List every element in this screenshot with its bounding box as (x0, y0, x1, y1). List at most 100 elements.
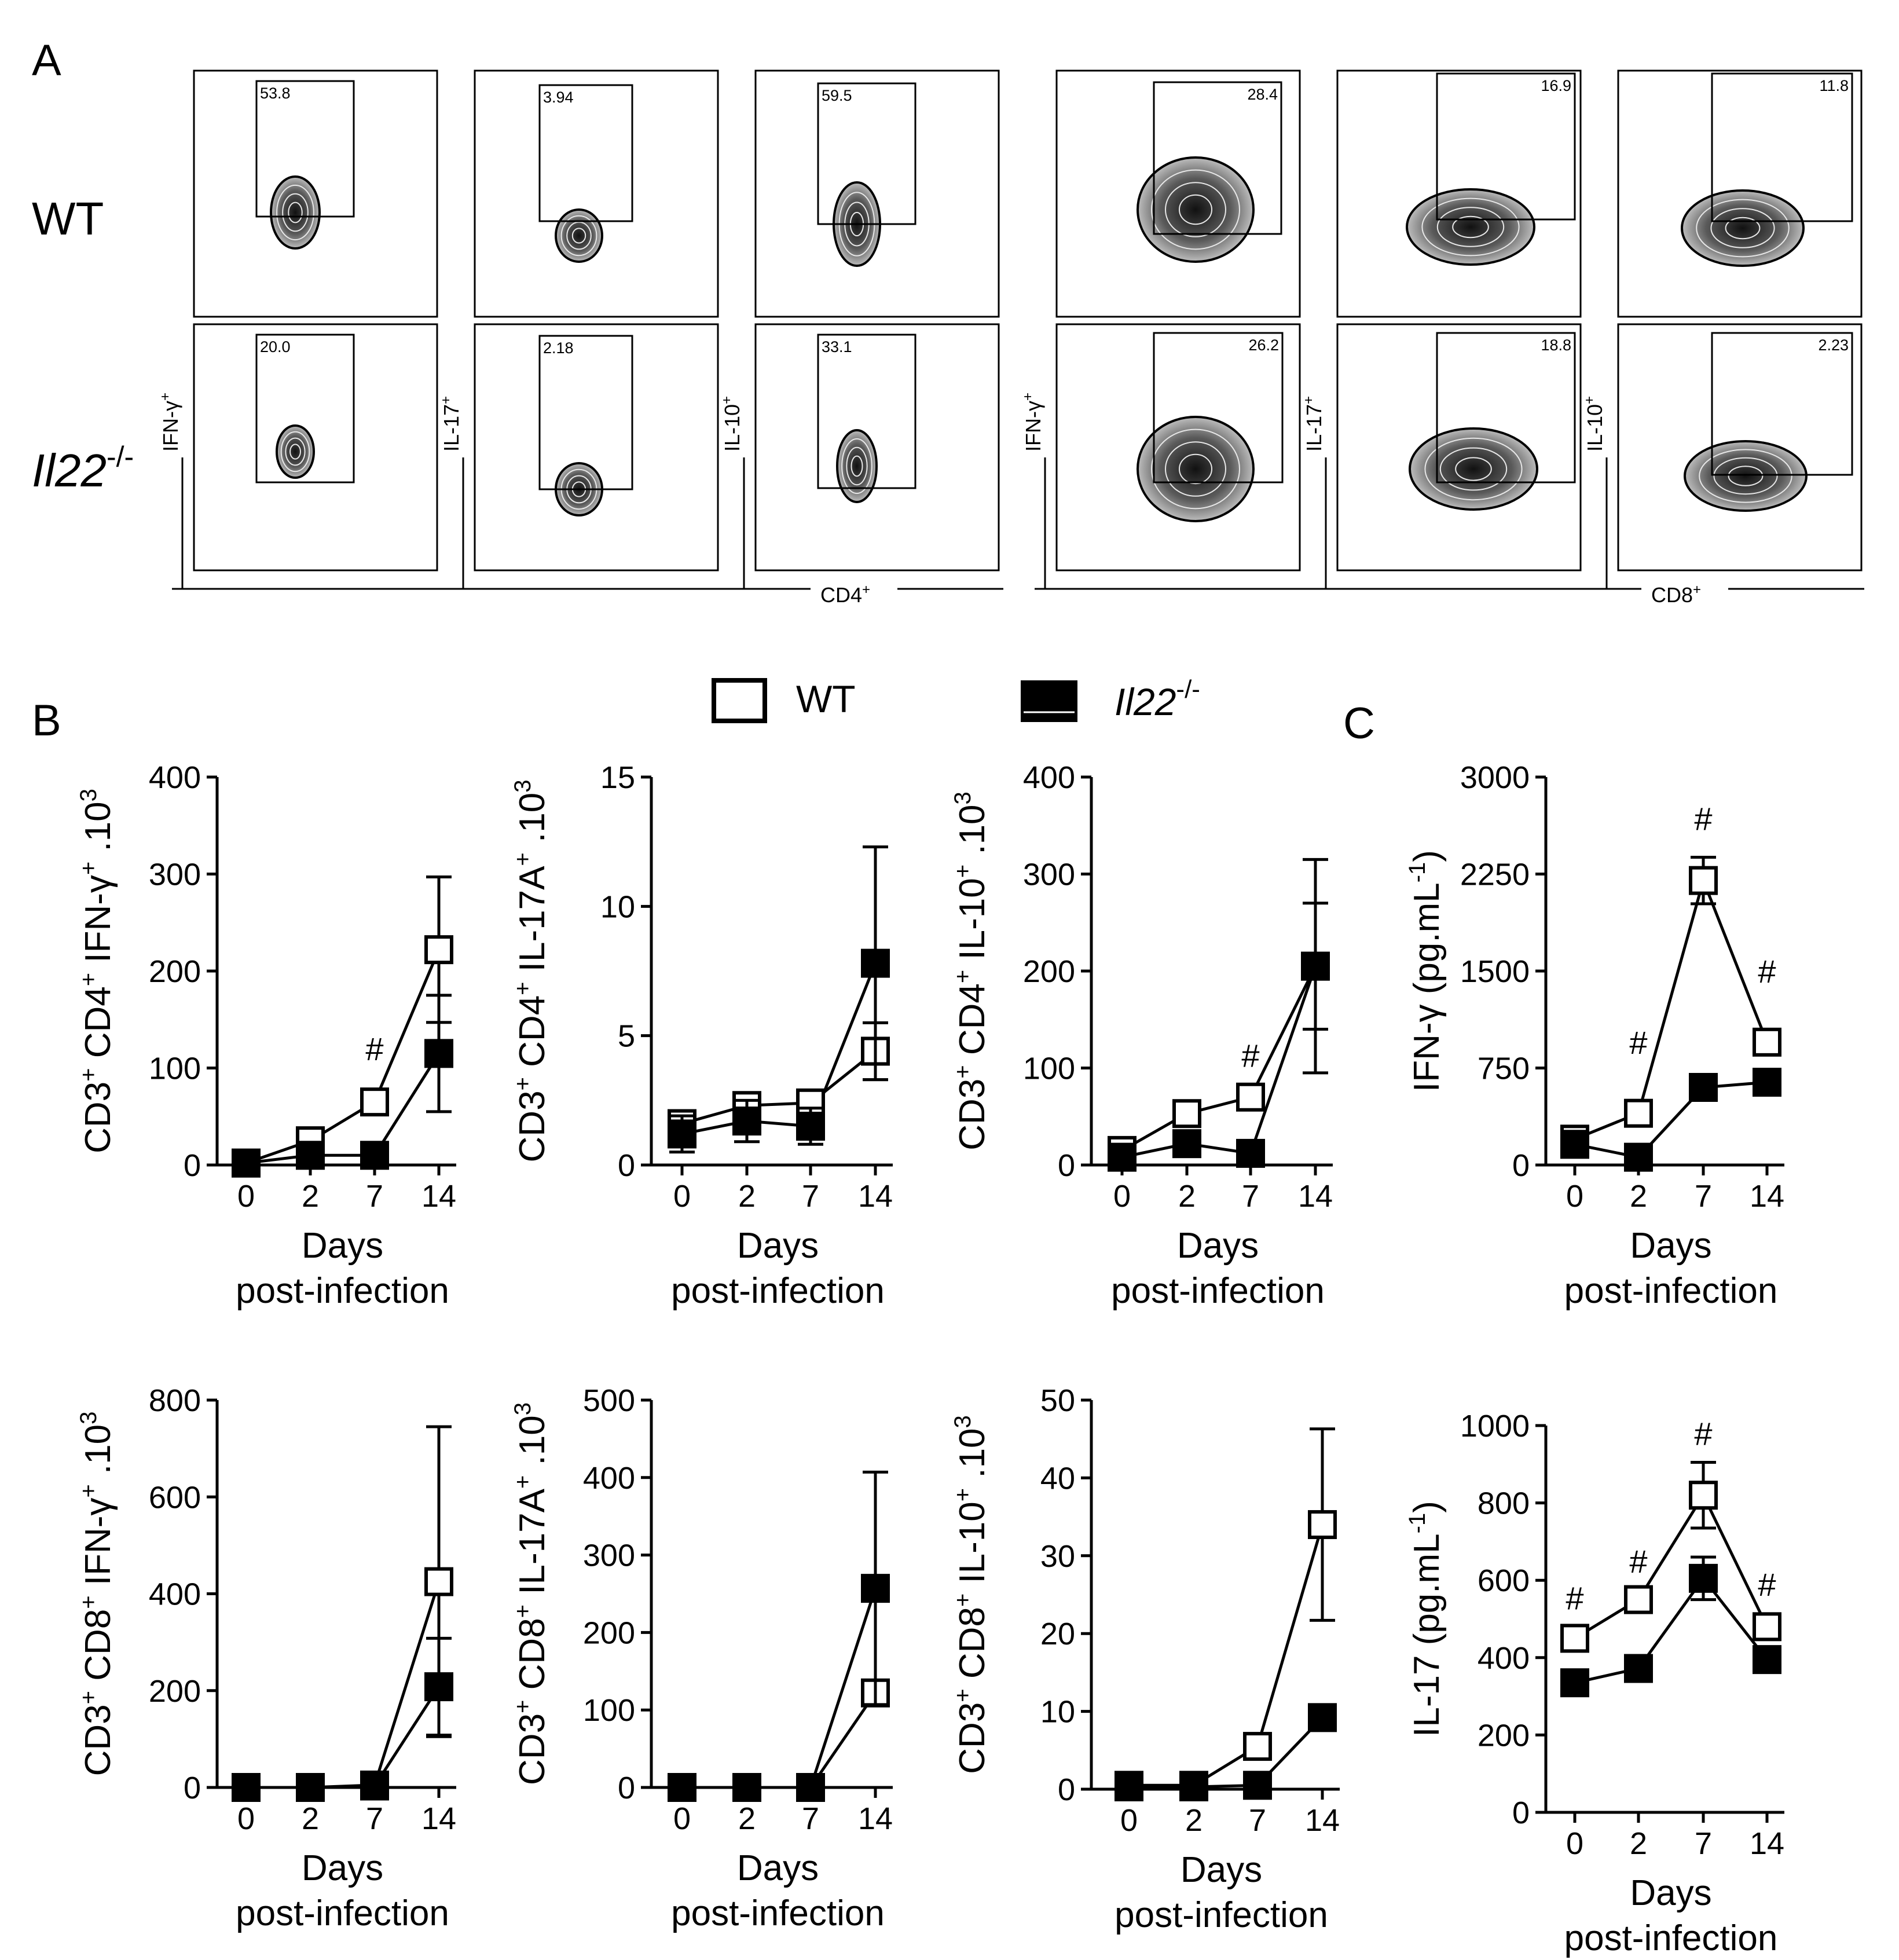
flow-contour-wt-6-2 (1710, 208, 1775, 248)
chart-b6-x-tick-label-2: 7 (1249, 1803, 1266, 1838)
chart-b3-x-title-2: post-infection (1111, 1271, 1325, 1311)
flow-gate-value-wt-6: 11.8 (1819, 77, 1849, 94)
chart-b2-x-tick-label-2: 7 (802, 1179, 819, 1214)
flow-y-label-3: IL-10+ (719, 396, 744, 452)
chart-c2-y-tick-label-1: 200 (1478, 1718, 1530, 1753)
chart-b2-y-title: CD3+ CD4+ IL-17A+ .103 (510, 780, 552, 1163)
flow-contour-ko-6-1 (1699, 449, 1792, 503)
chart-b3-y-tick-label-4: 400 (1023, 760, 1075, 795)
flow-gate-value-ko-5: 18.8 (1541, 336, 1571, 354)
legend-wt-marker (712, 678, 767, 723)
flow-contour-wt-1-2 (282, 193, 309, 232)
chart-b3-series-wt-line (1121, 965, 1317, 1152)
flow-contour-ko-1-3 (289, 444, 301, 460)
chart-c2-y-tick-label-4: 800 (1478, 1486, 1530, 1521)
chart-b3-series-ko-line (1121, 965, 1317, 1159)
panel-label-b: B (32, 696, 61, 745)
flow-gate-ko-2 (538, 335, 633, 490)
chart-b4-x-tick-label-1: 2 (302, 1801, 319, 1836)
chart-c1-y-tick-label-4: 3000 (1460, 760, 1530, 795)
flow-gate-wt-3 (817, 82, 916, 225)
chart-c1-ko-point-0 (1560, 1130, 1589, 1159)
chart-b3-x-title-1: Days (1177, 1226, 1259, 1266)
chart-b5-x-tick-label-0: 0 (673, 1801, 691, 1836)
chart-b1-ko-point-3 (424, 1039, 453, 1068)
chart-b4-series-wt-line (246, 1581, 441, 1789)
chart-c2-ko-point-1 (1624, 1654, 1653, 1683)
chart-b2: 0 5 10 15 0 2 7 14 Days post-infection CD3+ CD4+ I… (510, 760, 893, 1311)
flow-y-label-4: IFN-γ+ (1020, 393, 1045, 452)
flow-gate-value-ko-2: 2.18 (543, 339, 574, 357)
chart-c2-wt-point-0 (1560, 1624, 1589, 1653)
chart-b6-ko-point-2 (1243, 1771, 1272, 1800)
chart-b3-x-tick-label-3: 14 (1298, 1179, 1333, 1214)
chart-b4-x-title-2: post-infection (236, 1893, 449, 1933)
flow-x-label-bg-2 (1641, 579, 1728, 602)
chart-b3-y-tick-label-2: 200 (1023, 954, 1075, 989)
chart-b4-x-tick-label-3: 14 (421, 1801, 456, 1836)
chart-b1-y-tick-label-4: 400 (149, 760, 201, 795)
chart-c2-significance-3: # (1758, 1566, 1776, 1603)
flow-population-wt-6 (1681, 189, 1805, 267)
chart-b4-y-title: CD3+ CD8+ IFN-γ+ .103 (76, 1412, 118, 1776)
chart-c2-x-tick-label-3: 14 (1750, 1826, 1784, 1861)
flow-x-label-1: CD4+ (820, 582, 870, 607)
chart-c2-ko-point-0 (1560, 1668, 1589, 1698)
row-label-ko: Il22-/- (32, 441, 134, 496)
flow-contour-wt-2-2 (566, 221, 592, 250)
chart-c1-y-tick-label-3: 2250 (1460, 858, 1530, 892)
legend: WT Il22-/- (712, 675, 1200, 723)
chart-b3-wt-point-2 (1236, 1082, 1265, 1112)
flow-gate-value-ko-3: 33.1 (822, 338, 852, 356)
flow-population-ko-4 (1137, 416, 1255, 522)
chart-b2-ko-point-2 (796, 1112, 825, 1141)
chart-b5-y-title: CD3+ CD8+ IL-17A+ .103 (510, 1402, 552, 1785)
chart-c1-series-ko-line (1574, 1080, 1768, 1159)
flow-gate-value-ko-6: 2.23 (1818, 336, 1849, 354)
chart-b2-y-tick-label-1: 5 (618, 1019, 635, 1054)
flow-contour-ko-5-1 (1424, 437, 1523, 501)
flow-population-ko-5 (1409, 427, 1538, 511)
chart-b4: 0 200 400 600 800 0 2 7 14 Days post-infection CD3+… (76, 1383, 456, 1933)
chart-b1-y-tick-label-3: 300 (149, 858, 201, 892)
flow-contour-ko-1-1 (280, 431, 310, 472)
chart-b1-x-tick-label-3: 14 (421, 1179, 456, 1214)
chart-b1-y-tick-label-2: 200 (149, 954, 201, 989)
chart-b1-wt-point-2 (360, 1087, 389, 1117)
legend-ko-label: Il22-/- (1115, 675, 1200, 723)
flow-gate-value-wt-1: 53.8 (260, 85, 291, 102)
chart-b3-y-title: CD3+ CD4+ IL-10+ .103 (950, 792, 992, 1151)
chart-b6-ko-point-0 (1115, 1772, 1143, 1801)
chart-c1-y-tick-label-2: 1500 (1460, 954, 1530, 989)
flow-gate-value-wt-3: 59.5 (822, 87, 852, 104)
chart-b1-ko-point-2 (360, 1141, 389, 1170)
flow-contour-wt-5-1 (1421, 197, 1520, 257)
chart-c2-ko-point-3 (1753, 1645, 1781, 1675)
chart-b2-y-tick-label-2: 10 (600, 889, 635, 924)
chart-b3-x-tick-label-2: 7 (1242, 1179, 1259, 1214)
chart-b4-y-tick-label-1: 200 (149, 1674, 201, 1709)
chart-c2-y-tick-label-3: 600 (1478, 1563, 1530, 1598)
chart-c1-significance-0: # (1629, 1024, 1647, 1061)
flow-gate-value-ko-1: 20.0 (260, 338, 291, 356)
flow-contour-ko-1-2 (285, 437, 306, 466)
chart-c2-y-tick-label-2: 400 (1478, 1641, 1530, 1676)
chart-b6-series-ko-line (1129, 1716, 1324, 1789)
chart-b2-x-tick-label-1: 2 (738, 1179, 756, 1214)
chart-c1-wt-point-3 (1753, 1027, 1781, 1057)
chart-c1-x-title-2: post-infection (1564, 1271, 1778, 1311)
chart-b5-y-tick-label-2: 200 (583, 1615, 635, 1650)
chart-b1-x-title-1: Days (302, 1226, 383, 1266)
flow-gate-value-wt-5: 16.9 (1541, 77, 1571, 94)
chart-b5-ko-point-0 (668, 1773, 696, 1802)
flow-contour-ko-6-3 (1728, 466, 1764, 486)
chart-b6-x-title-1: Days (1181, 1850, 1262, 1890)
flow-contour-ko-5-3 (1455, 457, 1492, 481)
flow-contour-wt-6-1 (1696, 199, 1790, 258)
chart-b3-x-tick-label-1: 2 (1178, 1179, 1196, 1214)
chart-b1-ko-point-1 (296, 1141, 325, 1170)
chart-b1-series-wt-line (245, 949, 441, 1165)
chart-b4-ko-point-2 (360, 1771, 389, 1801)
flow-contour-wt-1-1 (276, 184, 314, 241)
